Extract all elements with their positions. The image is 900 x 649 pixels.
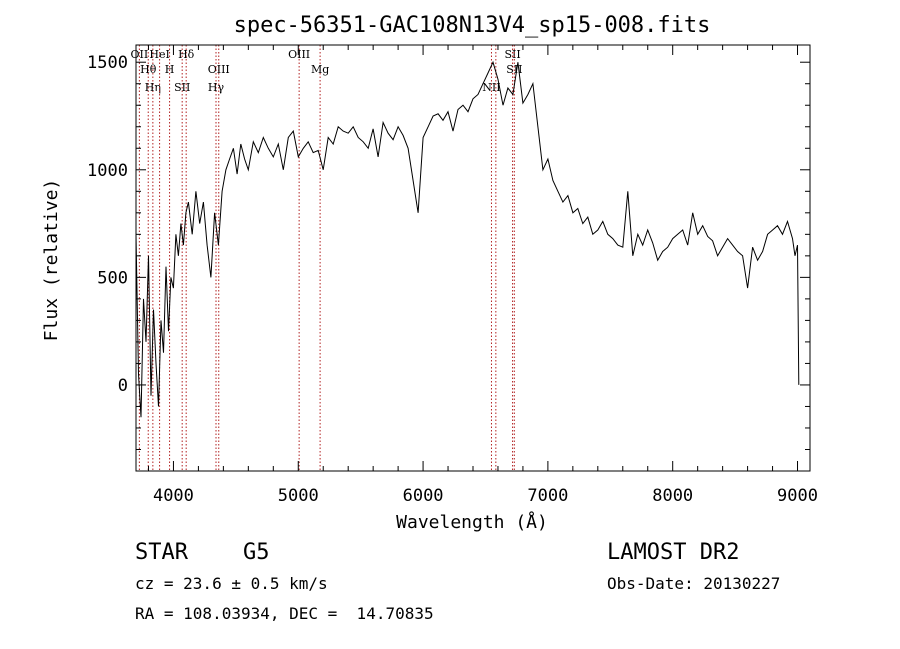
line-marker-label: Hη	[145, 81, 161, 94]
line-marker-label: Hδ	[178, 48, 195, 61]
line-marker-label: SII	[504, 48, 520, 61]
x-tick-label: 9000	[777, 486, 818, 506]
line-marker-label: OII	[131, 48, 149, 61]
survey-label: LAMOST DR2	[607, 540, 740, 565]
line-marker-label: HeI	[149, 48, 169, 61]
x-tick-label: 5000	[278, 486, 319, 506]
object-subclass: G5	[243, 540, 270, 565]
spectrum-line	[135, 60, 800, 418]
y-tick-label: 1000	[87, 161, 128, 181]
chart-title: spec-56351-GAC108N13V4_sp15-008.fits	[234, 13, 711, 38]
line-marker-label: OIII	[208, 63, 230, 76]
line-marker-label: H	[165, 63, 175, 76]
obs-date: Obs-Date: 20130227	[607, 574, 781, 593]
plot-frame	[135, 44, 811, 472]
x-tick-label: 4000	[153, 486, 194, 506]
line-marker-label: OIII	[288, 48, 310, 61]
line-marker-label: Hθ	[140, 63, 157, 76]
redshift-cz: cz = 23.6 ± 0.5 km/s	[135, 574, 328, 593]
line-marker-label: SII	[174, 81, 190, 94]
ra-dec: RA = 108.03934, DEC = 14.70835	[135, 604, 434, 623]
y-tick-label: 0	[118, 376, 128, 396]
x-tick-label: 7000	[527, 486, 568, 506]
y-tick-label: 500	[97, 268, 128, 288]
x-axis-label: Wavelength (Å)	[396, 511, 548, 533]
object-class: STAR	[135, 540, 188, 565]
line-marker-label: Hγ	[208, 81, 225, 94]
line-marker-label: Mg	[311, 63, 329, 76]
line-marker-label: NII	[482, 81, 500, 94]
x-tick-label: 6000	[403, 486, 444, 506]
x-tick-label: 8000	[652, 486, 693, 506]
y-axis-label: Flux (relative)	[41, 179, 62, 342]
line-marker-label: SII	[506, 63, 522, 76]
y-tick-label: 1500	[87, 53, 128, 73]
